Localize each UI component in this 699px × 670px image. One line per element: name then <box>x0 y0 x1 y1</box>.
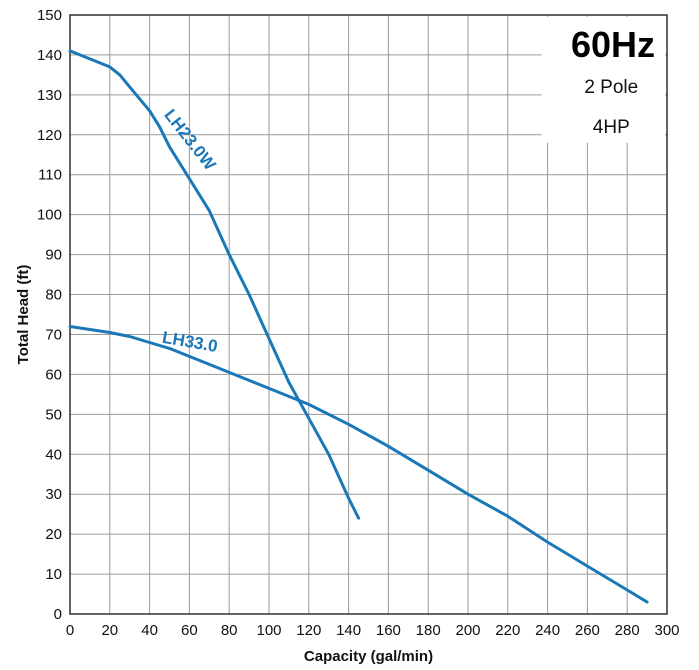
y-tick-label-10: 10 <box>45 566 62 583</box>
y-tick-label-30: 30 <box>45 486 62 503</box>
x-tick-label-140: 140 <box>336 622 361 639</box>
x-tick-label-20: 20 <box>101 622 118 639</box>
x-tick-label-200: 200 <box>455 622 480 639</box>
x-tick-label-220: 220 <box>495 622 520 639</box>
x-tick-label-60: 60 <box>181 622 198 639</box>
x-tick-label-100: 100 <box>256 622 281 639</box>
series-line-lh33-0 <box>68 325 649 604</box>
x-tick-labels: 0 20 40 60 80 100 120 140 160 180 200 220 240 260 280 3… <box>66 622 680 639</box>
y-tick-label-60: 60 <box>45 366 62 383</box>
x-tick-label-240: 240 <box>535 622 560 639</box>
plot-frame <box>69 14 668 615</box>
grid-lines <box>69 14 668 615</box>
y-tick-label-20: 20 <box>45 526 62 543</box>
x-tick-label-0: 0 <box>66 622 74 639</box>
y-tick-label-50: 50 <box>45 406 62 423</box>
x-tick-label-120: 120 <box>296 622 321 639</box>
y-tick-label-100: 100 <box>37 207 62 224</box>
x-tick-label-180: 180 <box>416 622 441 639</box>
y-tick-label-120: 120 <box>37 127 62 144</box>
x-tick-label-40: 40 <box>141 622 158 639</box>
chart-title: 60Hz <box>571 24 655 65</box>
x-axis-title: Capacity (gal/min) <box>304 648 433 665</box>
chart-subtitle-pole: 2 Pole <box>584 77 638 98</box>
x-tick-label-280: 280 <box>615 622 640 639</box>
y-tick-label-110: 110 <box>38 167 62 184</box>
y-tick-label-40: 40 <box>45 446 62 463</box>
y-tick-label-90: 90 <box>45 247 62 264</box>
chart-subtitle-hp: 4HP <box>593 117 630 138</box>
series-line-lh23-0w <box>68 49 361 520</box>
y-tick-label-140: 140 <box>37 47 62 64</box>
y-tick-labels: 0 10 20 30 40 50 60 70 80 90 100 110 120 130 140 150 <box>37 7 62 623</box>
y-tick-label-0: 0 <box>54 606 62 623</box>
x-tick-label-260: 260 <box>575 622 600 639</box>
y-tick-label-80: 80 <box>45 287 62 304</box>
legend-box: 60Hz 2 Pole 4HP <box>541 17 665 143</box>
y-tick-label-150: 150 <box>37 7 62 24</box>
y-tick-label-130: 130 <box>37 87 62 104</box>
y-axis-title: Total Head (ft) <box>15 265 32 365</box>
x-tick-label-80: 80 <box>221 622 238 639</box>
x-tick-label-300: 300 <box>654 622 679 639</box>
x-tick-label-160: 160 <box>376 622 401 639</box>
y-tick-label-70: 70 <box>45 326 62 343</box>
series-lines <box>68 49 649 604</box>
legend-background <box>541 17 665 143</box>
